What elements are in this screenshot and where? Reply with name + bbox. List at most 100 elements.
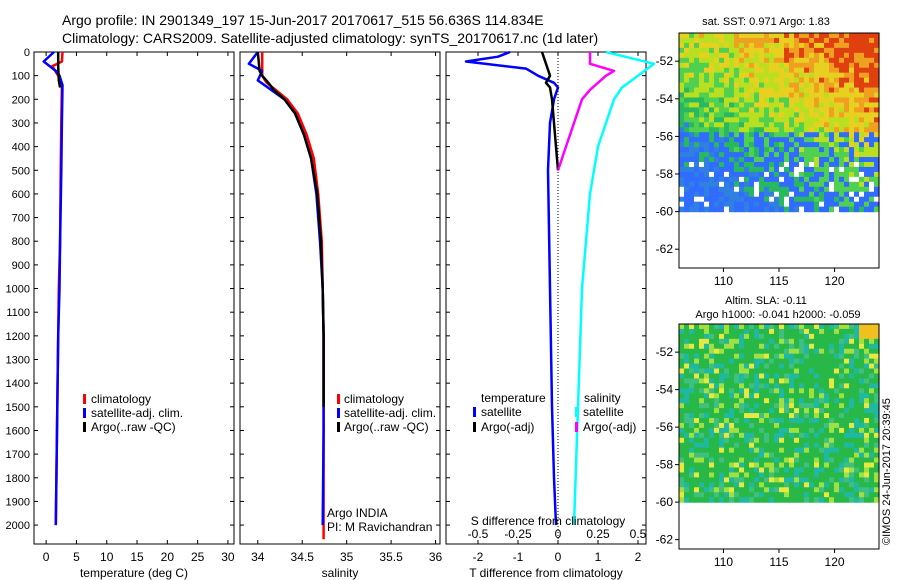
heatmap-cell (719, 107, 725, 113)
heatmap-cell (804, 358, 810, 365)
heatmap-cell (829, 57, 835, 64)
heatmap-cell (709, 107, 715, 113)
heatmap-cell (864, 157, 870, 163)
heatmap-cell (784, 62, 790, 69)
heatmap-cell (804, 107, 810, 113)
heatmap-cell (734, 206, 740, 213)
heatmap-cell (694, 462, 700, 469)
heatmap-cell (859, 437, 865, 444)
heatmap-cell (704, 472, 710, 478)
heatmap-cell (704, 67, 710, 74)
heatmap-cell (804, 432, 810, 439)
heatmap-cell (854, 52, 860, 59)
heatmap-cell (859, 487, 865, 493)
heatmap-cell (804, 467, 810, 474)
heatmap-cell (874, 117, 880, 123)
heatmap-cell (729, 383, 735, 389)
heatmap-cell (804, 437, 810, 444)
heatmap-cell (749, 477, 755, 483)
heatmap-cell (754, 102, 760, 109)
heatmap-cell (859, 328, 865, 335)
heatmap-cell (789, 373, 795, 380)
heatmap-cell (779, 328, 785, 335)
heatmap-cell (694, 102, 700, 109)
heatmap-cell (824, 477, 830, 483)
heatmap-cell (724, 383, 730, 389)
heatmap-cell (789, 422, 795, 429)
heatmap-cell (789, 363, 795, 370)
heatmap-cell (819, 67, 825, 74)
heatmap-cell (729, 137, 735, 143)
heatmap-cell (689, 92, 695, 99)
heatmap-cell (819, 338, 825, 345)
heatmap-cell (744, 457, 750, 464)
heatmap-cell (749, 102, 755, 109)
heatmap-cell (854, 432, 860, 439)
heatmap-cell (844, 201, 850, 208)
heatmap-cell (734, 47, 740, 54)
heatmap-cell (824, 432, 830, 439)
heatmap-cell (774, 398, 780, 404)
heatmap-cell (689, 87, 695, 94)
heatmap-cell (804, 324, 810, 330)
heatmap-cell (734, 102, 740, 109)
heatmap-cell (724, 206, 730, 213)
heatmap-cell (784, 368, 790, 375)
heatmap-cell (834, 462, 840, 469)
heatmap-cell (709, 472, 715, 478)
heatmap-cell (859, 378, 865, 384)
heatmap-cell (829, 47, 835, 54)
heatmap-cell (719, 403, 725, 409)
heatmap-cell (854, 427, 860, 434)
heatmap-cell (784, 171, 790, 178)
heatmap-cell (709, 181, 715, 188)
heatmap-cell (729, 132, 735, 138)
heatmap-cell (699, 112, 705, 118)
heatmap-cell (759, 122, 765, 128)
heatmap-cell (854, 358, 860, 365)
heatmap-cell (709, 398, 715, 404)
heatmap-cell (814, 147, 820, 153)
heatmap-cell (764, 112, 770, 118)
heatmap-cell (729, 398, 735, 404)
heatmap-cell (799, 487, 805, 493)
heatmap-cell (819, 472, 825, 478)
heatmap-cell (799, 358, 805, 365)
heatmap-cell (814, 383, 820, 389)
heatmap-cell (729, 492, 735, 498)
heatmap-cell (834, 427, 840, 434)
heatmap-cell (799, 62, 805, 69)
heatmap-cell (689, 171, 695, 178)
y-tick-label: 1800 (6, 473, 30, 485)
heatmap-cell (774, 333, 780, 340)
heatmap-cell (679, 77, 685, 84)
heatmap-cell (789, 102, 795, 109)
heatmap-cell (684, 166, 690, 173)
heatmap-cell (839, 196, 845, 203)
heatmap-cell (694, 176, 700, 183)
heatmap-cell (849, 132, 855, 138)
heatmap-cell (694, 161, 700, 168)
heatmap-cell (869, 398, 875, 404)
heatmap-cell (694, 142, 700, 148)
heatmap-cell (694, 206, 700, 213)
heatmap-cell (814, 206, 820, 213)
heatmap-cell (794, 186, 800, 193)
heatmap-cell (714, 157, 720, 163)
heatmap-cell (734, 132, 740, 138)
heatmap-cell (719, 77, 725, 84)
heatmap-cell (824, 487, 830, 493)
sla-map-title-line-2: Argo h1000: -0.041 h2000: -0.059 (695, 309, 860, 321)
heatmap-cell (724, 497, 730, 503)
heatmap-cell (759, 452, 765, 459)
heatmap-cell (714, 147, 720, 153)
heatmap-cell (779, 92, 785, 99)
legend-swatch-climatology (337, 394, 340, 404)
heatmap-cell (824, 457, 830, 464)
heatmap-cell (874, 82, 880, 89)
heatmap-cell (704, 176, 710, 183)
heatmap-cell (729, 457, 735, 464)
heatmap-cell (684, 87, 690, 94)
heatmap-cell (759, 157, 765, 163)
y-tick-label: 700 (12, 213, 30, 225)
